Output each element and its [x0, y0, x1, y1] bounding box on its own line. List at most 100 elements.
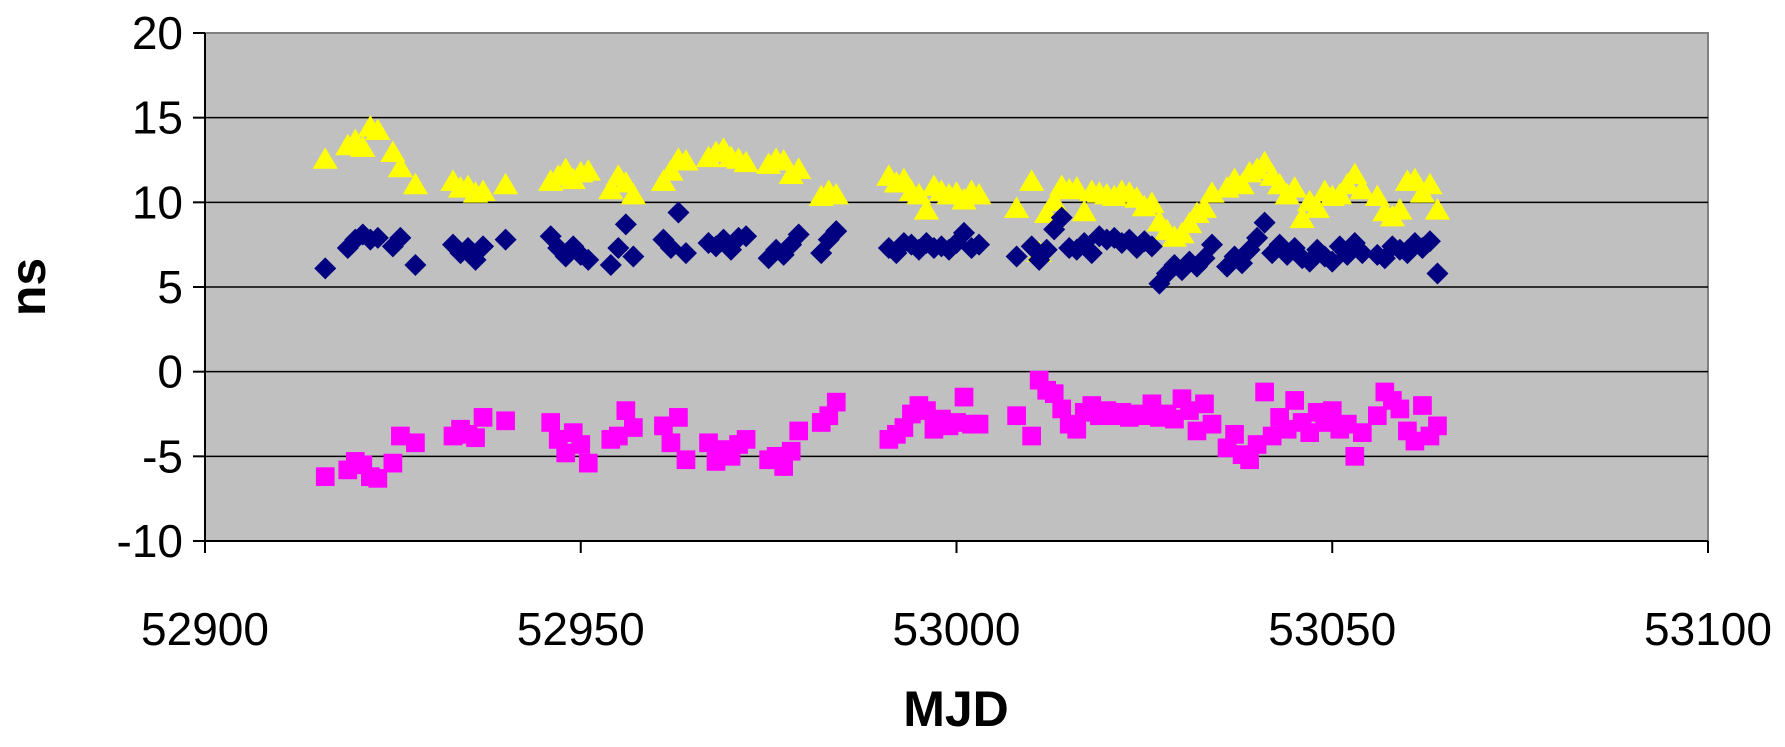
square-point [954, 387, 974, 407]
triangle-point [598, 177, 624, 200]
square-point [1337, 414, 1357, 434]
triangle-point [1019, 169, 1045, 191]
diamond-point [622, 245, 645, 268]
square-point [1345, 446, 1365, 466]
x-tick-label: 52950 [517, 603, 645, 655]
data-points [312, 115, 1451, 488]
diamond-point [1283, 237, 1306, 260]
square-point [1165, 409, 1184, 429]
square-point [1322, 401, 1342, 420]
triangle-point [492, 172, 519, 195]
diamond-point [735, 225, 758, 248]
x-tick-label: 53050 [1268, 603, 1396, 655]
square-point [1413, 396, 1432, 415]
square-point [1007, 406, 1026, 426]
diamond-point [1426, 262, 1449, 285]
y-axis-title: ns [0, 258, 56, 316]
diamond-point [667, 201, 690, 224]
square-point [571, 435, 591, 454]
square-point [616, 401, 636, 420]
square-point [1285, 391, 1305, 410]
square-point [789, 421, 809, 441]
diamond-point [314, 257, 337, 280]
diamond-point [825, 220, 848, 243]
diamond-point [953, 221, 976, 244]
square-point [496, 411, 515, 431]
square-point [578, 453, 598, 473]
x-axis-title: MJD [903, 681, 1009, 737]
triangle-point [1387, 198, 1413, 220]
diamond-point [1246, 226, 1269, 249]
triangle-point [1191, 196, 1218, 218]
square-point [654, 416, 673, 436]
triangle-point [966, 182, 992, 205]
diamond-point [1193, 247, 1216, 270]
triangle-point [913, 198, 940, 220]
y-tick-label: -10 [117, 515, 183, 567]
square-point [315, 467, 335, 487]
triangle-point [1417, 172, 1443, 195]
square-point [669, 408, 688, 427]
square-point [781, 441, 801, 461]
triangle-point [1424, 198, 1451, 220]
diamond-point [1050, 206, 1073, 229]
square-point [969, 414, 989, 434]
square-point [1352, 423, 1372, 442]
square-point [1247, 435, 1267, 454]
square-point [1240, 450, 1259, 470]
triangle-point [823, 182, 849, 205]
diamond-point [1028, 248, 1051, 271]
diamond-point [366, 226, 389, 249]
triangle-point [387, 155, 414, 178]
square-point [556, 443, 576, 463]
y-tick-label: 0 [157, 346, 183, 398]
triangle-point [1289, 206, 1315, 229]
triangle-point [365, 118, 391, 141]
triangle-point [1349, 177, 1375, 200]
square-point [466, 428, 485, 448]
triangle-point [1282, 176, 1308, 198]
x-tick-label: 52900 [141, 603, 269, 655]
square-point [624, 418, 643, 437]
diamond-point [599, 253, 622, 276]
x-tick-label: 53100 [1644, 603, 1772, 655]
diamond-point [457, 237, 480, 260]
triangle-point [1229, 172, 1255, 195]
square-point [391, 426, 410, 446]
triangle-point [312, 147, 338, 169]
triangle-point [786, 157, 812, 179]
square-point [826, 392, 846, 412]
diamond-point [547, 237, 570, 260]
diamond-point [1140, 235, 1163, 258]
square-point [699, 433, 718, 453]
diamond-point [607, 237, 630, 260]
diamond-point [1373, 247, 1396, 270]
triangle-point [1003, 196, 1030, 218]
square-point [608, 426, 628, 446]
triangle-point [1342, 162, 1368, 185]
square-point [1202, 414, 1222, 434]
triangle-point [1364, 184, 1390, 207]
triangle-point [658, 159, 684, 181]
diamond-point [1351, 242, 1374, 265]
diamond-point [787, 223, 810, 246]
square-point [676, 450, 696, 470]
square-point [1052, 399, 1072, 419]
triangle-point [350, 135, 376, 157]
square-point [1187, 421, 1207, 441]
diamond-point [472, 235, 495, 258]
diamond-point [1005, 245, 1028, 268]
diamond-point [1035, 238, 1058, 261]
triangle-point [402, 172, 429, 195]
square-point [1180, 401, 1199, 420]
diamond-point [614, 213, 637, 236]
triangle-point [733, 150, 759, 173]
square-point [1428, 416, 1447, 436]
y-tick-label: 20 [132, 7, 183, 59]
square-point [1044, 384, 1064, 404]
triangle-point [575, 159, 601, 181]
triangle-point [1139, 191, 1165, 213]
square-point [1262, 426, 1282, 446]
square-point [1067, 419, 1087, 439]
diamond-point [389, 226, 412, 249]
